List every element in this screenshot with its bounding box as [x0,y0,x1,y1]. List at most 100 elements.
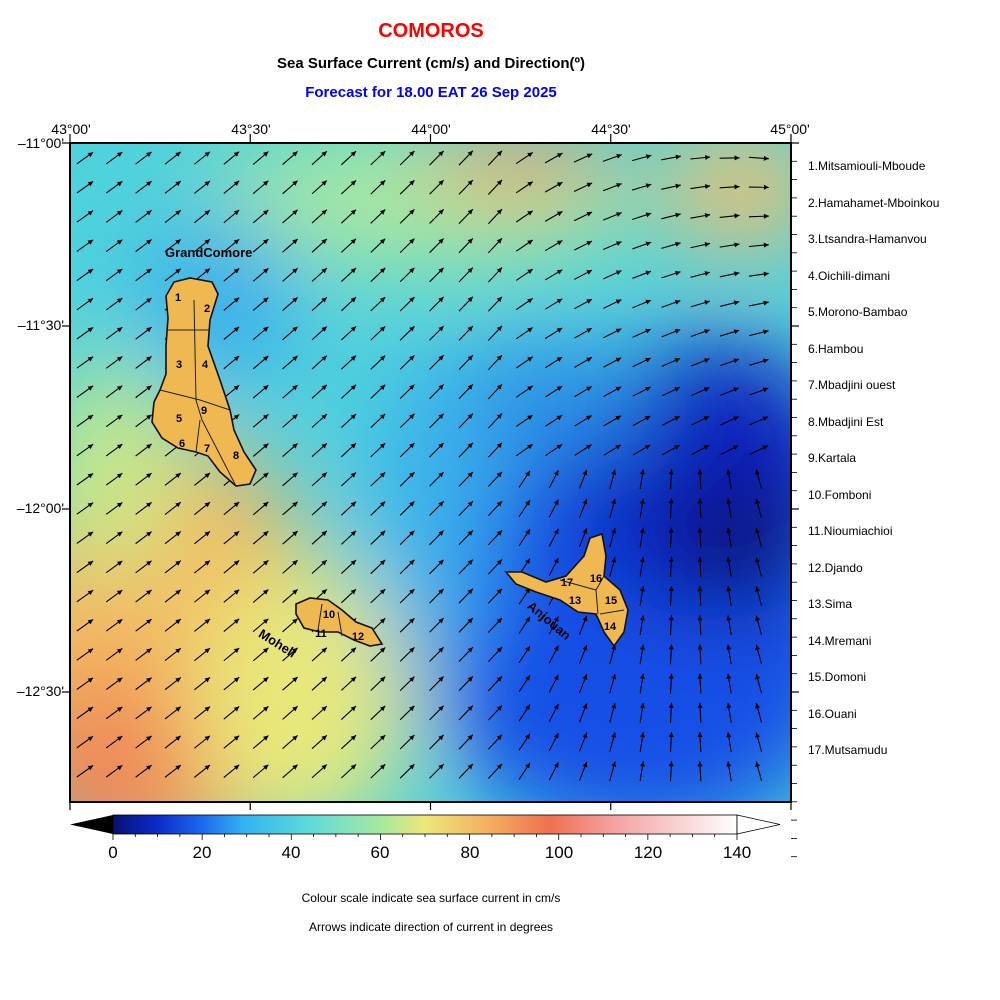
current-arrowhead [467,530,473,536]
current-arrowhead [409,735,415,741]
current-arrowhead [467,676,473,682]
current-arrowhead [233,735,240,741]
current-arrowhead [409,413,415,420]
current-arrowhead [496,267,503,273]
current-arrowhead [467,209,473,215]
current-arrowhead [640,498,645,504]
current-arrowhead [350,209,357,215]
current-arrowhead [763,184,769,190]
current-arrowhead [175,677,181,683]
current-arrowhead [350,326,357,332]
current-arrowhead [438,442,444,449]
current-arrowhead [467,442,473,449]
current-arrowhead [726,644,732,650]
current-arrowhead [204,677,211,683]
current-arrowhead [438,588,444,595]
current-arrowhead [116,181,123,187]
current-arrowhead [525,762,531,769]
current-arrowhead [582,703,588,710]
current-arrowhead [640,732,645,738]
current-arrowhead [204,560,211,566]
current-arrowhead [726,761,732,767]
current-arrowhead [204,239,211,245]
current-arrowhead [146,648,152,654]
current-arrowhead [438,559,444,566]
current-arrowhead [350,501,357,507]
current-arrowhead [640,556,645,563]
legend-item: 15.Domoni [808,670,867,684]
legend-item: 4.Oichili-dimani [808,269,891,283]
current-arrowhead [292,297,298,303]
current-arrowhead [262,151,269,157]
current-arrowhead [116,298,123,304]
current-arrowhead [350,384,357,391]
current-arrowhead [496,705,503,711]
current-arrowhead [146,210,152,216]
current-arrowhead [697,615,703,621]
legend-item: 6.Hambou [808,342,864,356]
current-arrowhead [292,501,298,507]
current-arrowhead [582,528,588,534]
current-arrowhead [467,413,473,419]
current-arrowhead [697,498,703,504]
current-arrowhead [615,386,622,392]
map-title: COMOROS [378,20,484,42]
current-arrowhead [726,556,732,563]
current-arrowhead [87,385,94,391]
current-arrowhead [262,589,269,595]
region-number: 13 [569,595,581,607]
current-arrowhead [704,329,710,334]
current-arrowhead [762,387,769,393]
current-arrowhead [409,443,415,449]
current-arrowhead [438,209,444,215]
current-arrowhead [438,764,444,770]
legend-item: 7.Mbadjini ouest [808,378,896,392]
current-arrowhead [87,561,94,566]
current-arrowhead [321,706,327,712]
current-arrowhead [350,472,357,478]
current-arrowhead [582,469,588,476]
region-number: 7 [204,443,210,455]
current-arrowhead [438,647,444,653]
current-arrowhead [116,677,123,683]
current-arrowhead [87,298,94,304]
current-arrowhead [615,444,621,450]
current-arrowhead [146,765,152,771]
current-arrowhead [586,357,592,363]
current-arrowhead [146,327,152,333]
current-arrowhead [674,358,681,363]
current-arrowhead [556,269,563,275]
current-arrowhead [379,297,386,303]
current-arrowhead [703,445,710,450]
current-arrowhead [379,530,386,536]
current-arrowhead [763,155,769,161]
current-arrowhead [611,498,617,505]
current-arrowhead [292,355,298,361]
current-arrowhead [668,615,674,621]
current-arrowhead [586,211,593,217]
current-arrowhead [379,326,386,332]
current-arrowhead [146,560,152,566]
current-arrowhead [146,531,152,537]
current-arrowhead [525,558,531,565]
current-arrowhead [527,239,533,245]
current-arrowhead [146,385,152,391]
current-arrowhead [734,184,740,190]
legend-item: 8.Mbadjini Est [808,415,884,429]
current-arrowhead [762,445,768,451]
current-arrowhead [116,619,123,625]
colorbar [70,814,781,840]
current-arrowhead [175,648,181,654]
current-arrowhead [645,154,652,160]
current-arrowhead [582,674,588,680]
forecast-time: Forecast for 18.00 EAT 26 Sep 2025 [305,84,557,101]
lon-tick-label: 44°30' [591,121,631,137]
current-arrowhead [379,355,386,361]
current-arrowhead [409,705,415,712]
current-arrowhead [175,502,181,508]
current-arrowhead [644,415,651,421]
current-arrowhead [615,415,622,421]
current-arrowhead [292,326,298,332]
current-arrowhead [640,615,645,621]
current-arrowhead [409,267,415,274]
